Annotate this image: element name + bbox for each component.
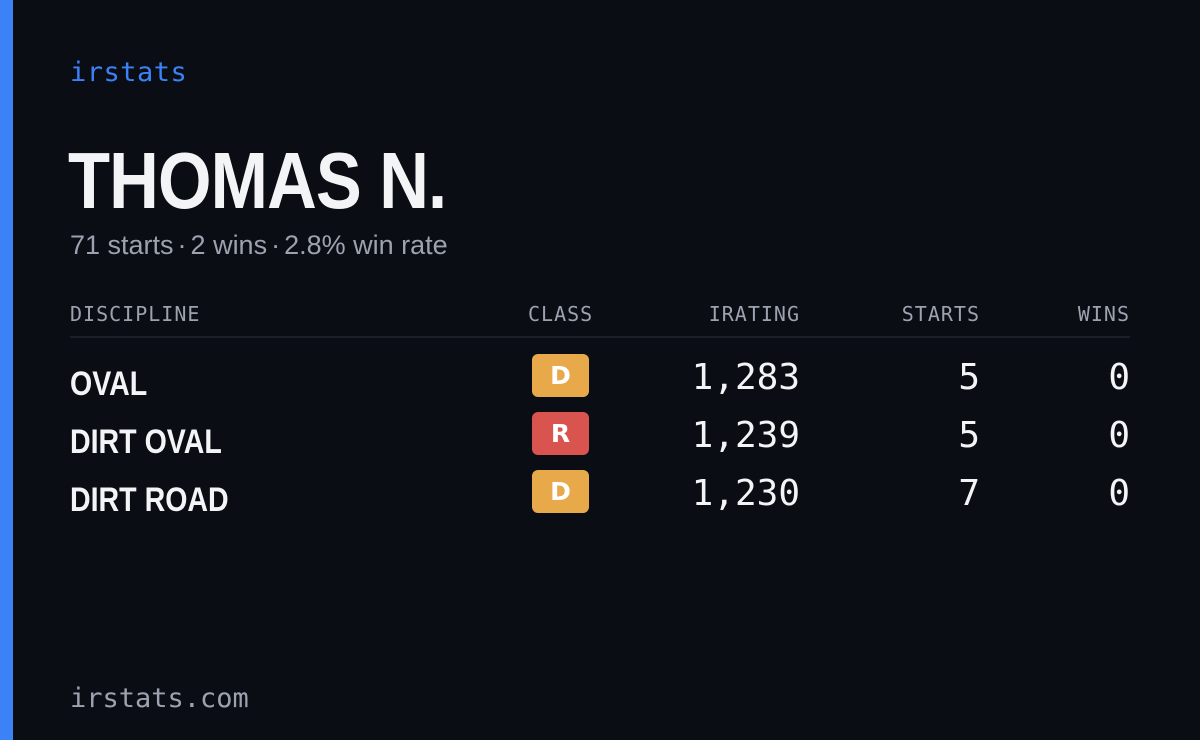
table-row: DIRT ROAD D 1,230 7 0 — [0, 470, 1200, 520]
discipline-name: DIRT ROAD — [70, 481, 229, 519]
wins-value: 0 — [1108, 473, 1130, 514]
header-discipline: DISCIPLINE — [70, 302, 201, 326]
class-badge: D — [532, 354, 589, 397]
starts-value: 5 — [958, 415, 980, 456]
header-wins: WINS — [1077, 302, 1130, 326]
header-irating: IRATING — [708, 302, 800, 326]
starts-count: 71 starts — [70, 230, 174, 260]
driver-summary: 71 starts · 2 wins · 2.8% win rate — [70, 228, 448, 262]
starts-value: 7 — [958, 473, 980, 514]
irating-value: 1,230 — [691, 473, 800, 514]
class-badge: R — [532, 412, 589, 455]
driver-name: THOMAS N. — [68, 136, 447, 225]
accent-bar — [0, 0, 13, 740]
summary-separator: · — [177, 230, 187, 260]
site-link[interactable]: irstats.com — [70, 683, 249, 714]
class-badge: D — [532, 470, 589, 513]
starts-value: 5 — [958, 357, 980, 398]
win-rate: 2.8% win rate — [284, 230, 448, 260]
wins-count: 2 wins — [190, 230, 268, 260]
irating-value: 1,283 — [691, 357, 800, 398]
header-class: CLASS — [528, 302, 594, 326]
irating-value: 1,239 — [691, 415, 800, 456]
table-row: DIRT OVAL R 1,239 5 0 — [0, 412, 1200, 462]
discipline-name: DIRT OVAL — [70, 423, 222, 461]
header-starts: STARTS — [901, 302, 980, 326]
discipline-name: OVAL — [70, 365, 148, 403]
table-row: OVAL D 1,283 5 0 — [0, 354, 1200, 404]
wins-value: 0 — [1108, 415, 1130, 456]
header-divider — [70, 336, 1130, 338]
wins-value: 0 — [1108, 357, 1130, 398]
brand-logo[interactable]: irstats — [70, 57, 188, 88]
summary-separator: · — [271, 230, 281, 260]
